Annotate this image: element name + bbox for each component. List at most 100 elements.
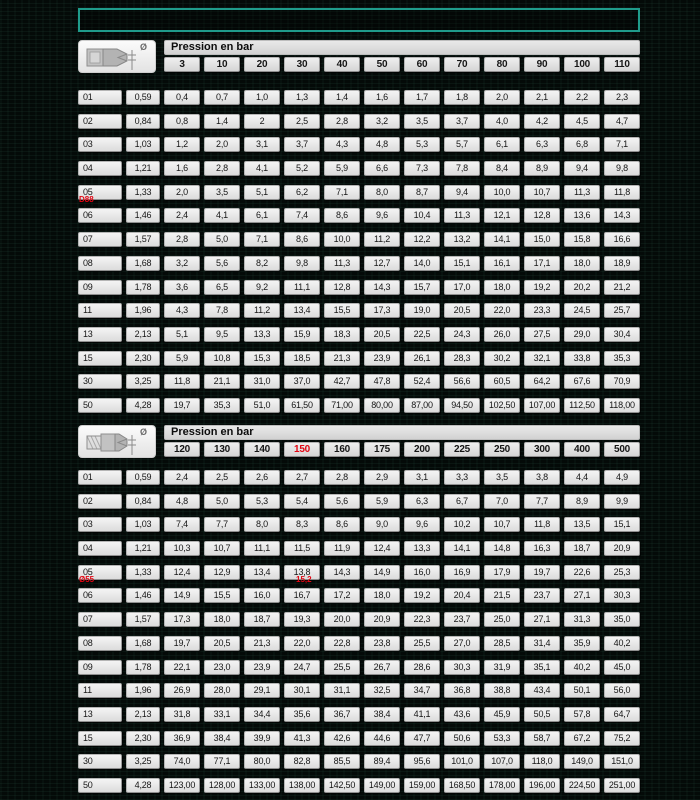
flow-value: 7,0: [484, 493, 520, 509]
flow-value: 8,6: [284, 232, 320, 248]
flow-value: 3,7: [444, 113, 480, 129]
nozzle-size-label: 05: [78, 184, 122, 200]
table-row: 09 1,78 22,1 23,0 23,9 24,7 25,5 26,7 28,6 30,3 31…: [78, 659, 640, 675]
nozzle-diameter-value: 1,21: [126, 161, 160, 177]
flow-value: 25,3: [604, 564, 640, 580]
flow-value: 4,3: [164, 303, 200, 319]
flow-value: 22,5: [404, 326, 440, 342]
flow-value: 4,9: [604, 470, 640, 485]
flow-value: 178,00: [484, 777, 520, 793]
flow-value: 22,6: [564, 564, 600, 580]
flow-value: 9,6: [364, 208, 400, 224]
flow-value: 87,00: [404, 397, 440, 413]
flow-value: 15,1: [604, 517, 640, 533]
flow-value: 57,8: [564, 706, 600, 722]
flow-value: 8,3: [284, 517, 320, 533]
flow-value: 18,0: [364, 588, 400, 604]
nozzle-size-label: 15: [78, 350, 122, 366]
flow-value: 31,4: [524, 635, 560, 651]
flow-value: 5,9: [324, 161, 360, 177]
flow-value: 7,4: [284, 208, 320, 224]
pressure-col-header: 120: [164, 442, 200, 457]
flow-value: 159,00: [404, 777, 440, 793]
flow-value: 3,1: [244, 137, 280, 153]
flow-value: 34,4: [244, 706, 280, 722]
flow-value: 18,0: [484, 279, 520, 295]
flow-value: 4,2: [524, 113, 560, 129]
pressure-column-headers: 120 130 140 150 160 175 200 225 250 300 400 500: [164, 442, 640, 457]
flow-value: 1,8: [444, 90, 480, 105]
nozzle-size-label: 30: [78, 754, 122, 770]
flow-value: 6,2: [284, 184, 320, 200]
table-row: 02 0,84 0,8 1,4 2 2,5 2,8 3,2 3,5 3,7 4,0 4,2 4,5 4,7: [78, 113, 640, 129]
flow-value: 17,1: [524, 255, 560, 271]
nozzle-size-label: 06: [78, 588, 122, 604]
flow-value: 6,1: [244, 208, 280, 224]
flow-value: 31,0: [244, 374, 280, 390]
flow-value: 80,00: [364, 397, 400, 413]
flow-value: 13,6: [564, 208, 600, 224]
flow-value: 22,0: [484, 303, 520, 319]
flow-value: 2,8: [164, 232, 200, 248]
nozzle-size-label: 01: [78, 90, 122, 105]
flow-value: 123,00: [164, 777, 200, 793]
flow-value: 40,2: [564, 659, 600, 675]
nozzle-size-label: 06: [78, 208, 122, 224]
flow-value: 50,1: [564, 683, 600, 699]
flow-value: 71,00: [324, 397, 360, 413]
flow-value: 5,9: [364, 493, 400, 509]
pressure-header-label: Pression en bar: [164, 425, 640, 440]
flow-value: 102,50: [484, 397, 520, 413]
table-header: Ø Pression en bar 3 10 20 30 40 50 60 70 80 90 100…: [78, 40, 640, 73]
flow-value: 74,0: [164, 754, 200, 770]
flow-value: 11,8: [604, 184, 640, 200]
flow-value: 61,50: [284, 397, 320, 413]
flow-value: 2,4: [164, 470, 200, 485]
flow-value: 7,7: [524, 493, 560, 509]
nozzle-diameter-value: 1,57: [126, 612, 160, 628]
flow-value: 8,0: [244, 517, 280, 533]
flow-value: 28,5: [484, 635, 520, 651]
flow-value: 14,8: [484, 541, 520, 557]
flow-value: 7,1: [324, 184, 360, 200]
pressure-col-header: 60: [404, 57, 440, 72]
nozzle-diameter-value: 4,28: [126, 397, 160, 413]
table-row: 13 2,13 31,8 33,1 34,4 35,6 36,7 38,4 41,1 43,6 45…: [78, 706, 640, 722]
table-row: 13 2,13 5,1 9,5 13,3 15,9 18,3 20,5 22,5 24,3 26,0…: [78, 326, 640, 342]
flow-value: 50,6: [444, 730, 480, 746]
flow-value: 22,1: [164, 659, 200, 675]
table-row: 11 1,96 4,3 7,8 11,2 13,4 15,5 17,3 19,0 20,5 22,0…: [78, 303, 640, 319]
flow-value: 6,6: [364, 161, 400, 177]
flow-value: 11,8: [524, 517, 560, 533]
table-row: 05 1,33 2,0 3,5 5,1 6,2 7,1 8,0 8,7 9,4 10,0 10,7 11…: [78, 184, 640, 200]
flow-value: 3,8: [524, 470, 560, 485]
nozzle-diameter-value: 4,28: [126, 777, 160, 793]
table-row: 15 2,30 36,9 38,4 39,9 41,3 42,6 44,6 47,7 50,6 53…: [78, 730, 640, 746]
flow-value: 0,7: [204, 90, 240, 105]
flow-value: 19,7: [524, 564, 560, 580]
flow-value: 27,5: [524, 326, 560, 342]
flow-value: 19,7: [164, 635, 200, 651]
pressure-col-header: 20: [244, 57, 280, 72]
flow-value: 15,9: [284, 326, 320, 342]
table-row: 11 1,96 26,9 28,0 29,1 30,1 31,1 32,5 34,7 36,8 38…: [78, 683, 640, 699]
flow-value: 224,50: [564, 777, 600, 793]
flow-value: 7,8: [204, 303, 240, 319]
flow-value: 27,1: [564, 588, 600, 604]
flow-value: 14,3: [604, 208, 640, 224]
flow-value: 16,1: [484, 255, 520, 271]
table-row: 07 1,57 2,8 5,0 7,1 8,6 10,0 11,2 12,2 13,2 14,1 15…: [78, 232, 640, 248]
nozzle-diameter-value: 0,59: [126, 90, 160, 105]
flow-value: 24,5: [564, 303, 600, 319]
flow-value: 112,50: [564, 397, 600, 413]
flow-value: 1,2: [164, 137, 200, 153]
flow-value: 18,9: [604, 255, 640, 271]
flow-value: 31,3: [564, 612, 600, 628]
flow-value: 35,1: [524, 659, 560, 675]
nozzle-size-label: 09: [78, 659, 122, 675]
flow-value: 20,5: [444, 303, 480, 319]
flow-value: 33,1: [204, 706, 240, 722]
flow-value: 19,0: [404, 303, 440, 319]
nozzle-size-label: 50: [78, 777, 122, 793]
flow-value: 17,2: [324, 588, 360, 604]
